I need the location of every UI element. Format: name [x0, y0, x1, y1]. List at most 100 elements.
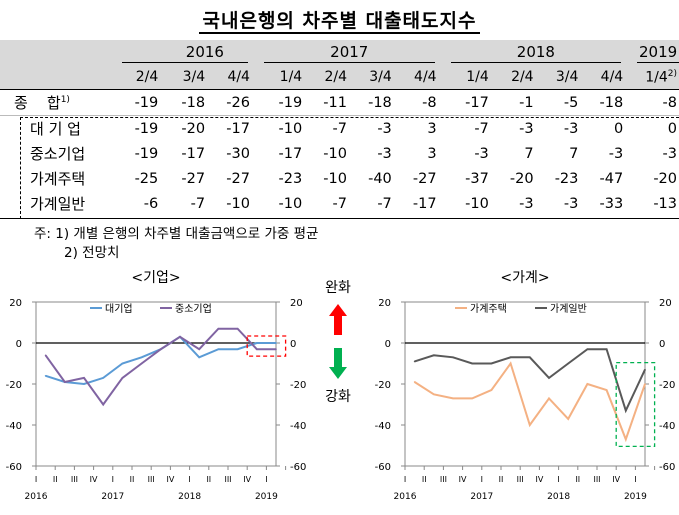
x-quarter-label: I [481, 475, 483, 484]
table-cell: -27 [226, 170, 250, 187]
y-tick-label-left: -60 [375, 462, 391, 473]
table-cell: -3 [563, 195, 579, 212]
data-point [625, 438, 627, 441]
quarter-label: 2/4 [113, 65, 167, 90]
data-point [198, 348, 200, 350]
data-point [121, 362, 124, 365]
table-cell: -7 [190, 195, 206, 212]
data-point [567, 418, 569, 420]
data-point [605, 348, 608, 350]
x-year-label: 2016 [394, 492, 417, 502]
x-quarter-label: II [422, 475, 427, 484]
tighten-arrow-icon [329, 348, 347, 379]
note-1: 1) 개별 은행의 차주별 대출금액으로 가중 평균 [55, 226, 319, 242]
chart-title: <기업> [131, 270, 180, 286]
y-tick-label-right: -60 [659, 462, 675, 473]
table-cell: -23 [554, 170, 579, 187]
table-cell: -17 [412, 195, 437, 212]
tighten-label: 강화 [325, 389, 351, 405]
x-year-label: 2017 [470, 492, 493, 502]
x-quarter-label: I [35, 475, 37, 484]
x-quarter-label: II [130, 475, 135, 484]
table-cell: -13 [653, 195, 677, 212]
ease-label: 완화 [325, 280, 351, 296]
x-quarter-label: II [53, 475, 58, 484]
y-tick-label-right: 0 [659, 339, 665, 350]
quarter-label: 1/4 [255, 65, 309, 90]
legend-label: 가계주택 [470, 303, 507, 315]
data-point [236, 327, 239, 330]
table-cell: 3 [427, 120, 437, 137]
table-cell: -25 [134, 170, 159, 187]
table-cell: -30 [226, 145, 250, 162]
table-cell: -10 [465, 195, 489, 212]
data-point [490, 362, 493, 365]
table-cell: -27 [412, 170, 437, 187]
y-tick-label-left: 0 [16, 339, 22, 350]
table-cell: -26 [211, 89, 256, 116]
y-tick-label-right: -40 [290, 421, 306, 432]
data-point [83, 377, 85, 379]
legend-label: 대기업 [105, 302, 133, 315]
legend-label: 중소기업 [175, 302, 212, 315]
x-year-label: 2017 [101, 492, 124, 502]
row-note: 1) [60, 95, 70, 105]
x-quarter-label: I [634, 475, 636, 484]
x-year-label: 2018 [547, 492, 570, 502]
table-cell: -3 [377, 145, 392, 162]
table-cell: -17 [181, 145, 206, 162]
x-year-label: 2019 [255, 492, 278, 502]
x-quarter-label: III [517, 475, 524, 484]
ease-arrow-icon [329, 304, 347, 335]
data-point [509, 356, 512, 359]
table-cell: -17 [278, 145, 303, 162]
data-point [44, 354, 47, 357]
x-quarter-label: III [148, 475, 155, 484]
year-2019: 2019 [637, 43, 679, 63]
x-quarter-label: III [440, 475, 447, 484]
y-tick-label-left: -60 [6, 462, 22, 473]
table-cell: -18 [584, 89, 630, 116]
year-2016: 2016 [121, 42, 248, 63]
data-point [64, 381, 66, 383]
data-point [102, 377, 104, 379]
x-year-label: 2016 [25, 492, 48, 502]
data-point [644, 383, 646, 385]
table-cell: -18 [352, 89, 398, 116]
table-cell: -7 [332, 120, 347, 137]
table-cell: -18 [166, 89, 212, 116]
table-cell: -10 [226, 195, 250, 212]
table-row: 중소기업 -19 -17 -30 -17 -10 -3 3 -3 7 7 -3 -3 [0, 141, 679, 166]
year-header-row: 2016 2017 2018 2019 [0, 40, 679, 65]
notes-prefix: 주: [34, 226, 51, 242]
table-bottom-rule [0, 218, 679, 219]
data-point [140, 356, 143, 359]
forecast-box [615, 362, 656, 447]
x-quarter-label: IV [535, 475, 543, 484]
data-point [83, 383, 85, 385]
data-point [625, 409, 627, 412]
data-point [140, 362, 143, 365]
group-divider [20, 117, 679, 118]
y-tick-label-left: 20 [9, 298, 22, 309]
y-tick-label-left: -20 [375, 380, 391, 391]
table-cell: -10 [323, 145, 347, 162]
data-point [529, 424, 531, 426]
data-point [509, 362, 512, 365]
table-cell: -7 [377, 195, 392, 212]
data-point [644, 368, 646, 371]
data-point [121, 377, 124, 379]
table-cell: 0 [613, 120, 624, 137]
direction-indicator: 완화 강화 [325, 280, 351, 405]
table-cell: -23 [278, 170, 303, 187]
table-row: 가계일반 -6 -7 -10 -10 -7 -7 -17 -10 -3 -3 -33 -13 [0, 191, 679, 216]
table-cell: -3 [474, 145, 489, 162]
x-quarter-label: III [224, 475, 231, 484]
table-cell: -20 [509, 170, 534, 187]
table-cell: -3 [519, 195, 534, 212]
quarter-label: 3/4 [166, 65, 212, 90]
table-cell: 3 [427, 145, 437, 162]
data-point [217, 327, 220, 330]
table-cell: -3 [662, 145, 677, 162]
